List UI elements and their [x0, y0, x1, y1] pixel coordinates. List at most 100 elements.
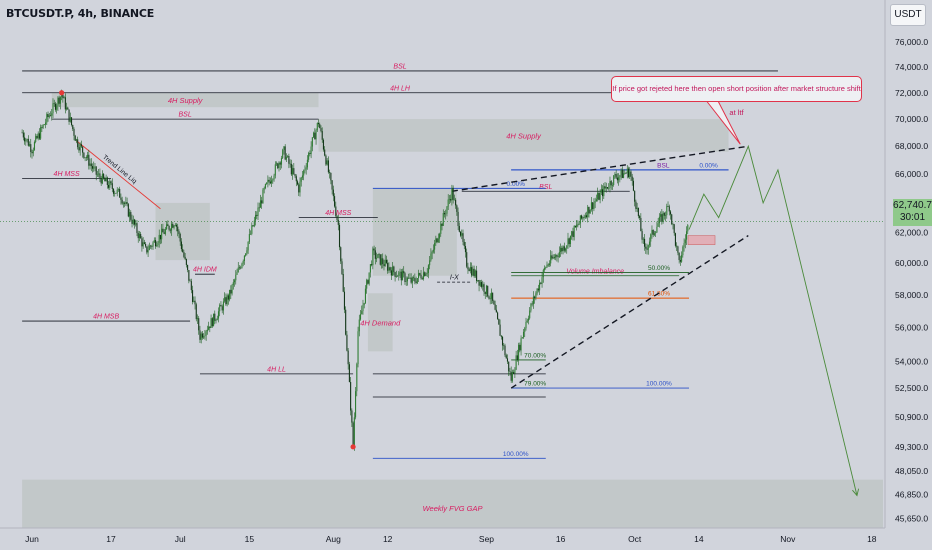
level-label: BSL	[539, 184, 552, 191]
candle-body	[104, 178, 106, 182]
candle-body	[485, 285, 488, 294]
candle-body	[313, 132, 315, 138]
candle-body	[178, 231, 180, 235]
candle-body	[492, 292, 494, 301]
candle-body	[336, 215, 338, 220]
candle-body	[316, 122, 318, 131]
candle-body	[335, 206, 337, 216]
trend-line	[510, 234, 749, 389]
price-tick-label: 72,000.0	[895, 88, 928, 98]
candle-body	[585, 215, 588, 218]
candle-body	[327, 160, 329, 173]
candle-body	[319, 124, 321, 129]
candle-body	[447, 199, 449, 207]
candle-body	[618, 177, 620, 181]
candle-body	[530, 303, 532, 311]
currency-button[interactable]: USDT	[890, 4, 926, 26]
candle-body	[127, 204, 129, 217]
candle-body	[455, 199, 457, 206]
candle-body	[376, 257, 378, 259]
candle-body	[184, 256, 186, 260]
candle-body	[130, 212, 132, 220]
candle-body	[72, 124, 74, 129]
candle-body	[581, 215, 583, 219]
candle-body	[117, 188, 119, 190]
candle-body	[509, 371, 511, 372]
candle-body	[552, 257, 554, 259]
price-axis[interactable]: 76,000.0 74,000.0 72,000.0 70,000.0 68,000.0…	[895, 37, 928, 524]
time-tick-label: 18	[867, 534, 877, 544]
candle-body	[151, 246, 153, 247]
candle-body	[175, 224, 178, 227]
fib-label: 50.00%	[648, 265, 670, 272]
candle-body	[51, 113, 53, 116]
candle-body	[567, 238, 569, 246]
candle-body	[314, 132, 316, 140]
candle-body	[462, 233, 464, 242]
candle-body	[235, 274, 237, 281]
candle-body	[682, 246, 684, 256]
candle-body	[450, 199, 452, 201]
candle-body	[38, 133, 40, 139]
candle-body	[642, 238, 644, 240]
level-label: 4H LH	[390, 85, 411, 92]
candle-body	[166, 224, 168, 230]
candle-body	[133, 219, 136, 225]
candle-body	[326, 160, 328, 165]
candle-body	[226, 295, 228, 305]
candle-body	[89, 163, 91, 166]
candle-body	[477, 280, 479, 281]
candle-body	[373, 248, 375, 251]
candle-body	[484, 291, 486, 294]
note-pointer	[704, 98, 741, 145]
candle-body	[153, 240, 155, 243]
candle-body	[406, 277, 408, 282]
candle-body	[497, 312, 499, 319]
candle-body	[31, 151, 33, 154]
candle-body	[644, 238, 646, 247]
candle-body	[122, 202, 124, 204]
candle-body	[196, 318, 199, 320]
candle-body	[320, 128, 322, 132]
candle-body	[568, 238, 570, 245]
candle-body	[100, 177, 102, 184]
candle-body	[557, 256, 559, 258]
candle-body	[422, 272, 425, 280]
candle-body	[294, 174, 296, 177]
candle-body	[70, 117, 73, 125]
candle-body	[487, 285, 489, 297]
candle-body	[164, 229, 166, 234]
time-axis[interactable]: Jun 17 Jul 15 Aug 12 Sep 16 Oct 14 Nov 18	[25, 534, 877, 544]
price-tick-label: 46,850.0	[895, 489, 928, 499]
candle-body	[399, 271, 401, 273]
candle-body	[200, 333, 202, 340]
candle-body	[572, 231, 574, 238]
candle-body	[74, 135, 76, 141]
candle-body	[266, 182, 268, 185]
candle-body	[48, 115, 50, 118]
candle-body	[426, 272, 428, 274]
candle-body	[646, 248, 648, 250]
candle-body	[187, 264, 189, 270]
candle-body	[156, 244, 158, 247]
candle-body	[179, 234, 181, 242]
candle-body	[268, 179, 270, 182]
candle-body	[464, 246, 467, 253]
candle-body	[678, 252, 680, 260]
candle-body	[101, 173, 103, 184]
time-tick-label: Oct	[628, 534, 642, 544]
candle-body	[47, 114, 49, 118]
price-tick-label: 50,900.0	[895, 412, 928, 422]
candle-body	[605, 187, 607, 189]
candle-body	[171, 223, 173, 231]
candle-body	[221, 306, 223, 311]
candle-body	[451, 187, 453, 201]
candle-body	[546, 264, 548, 268]
candle-body	[292, 168, 294, 175]
candle-body	[269, 181, 271, 184]
candle-body	[256, 214, 258, 216]
candle-body	[534, 296, 536, 299]
candle-body	[564, 248, 567, 251]
candle-body	[626, 168, 628, 174]
candle-body	[652, 229, 654, 235]
